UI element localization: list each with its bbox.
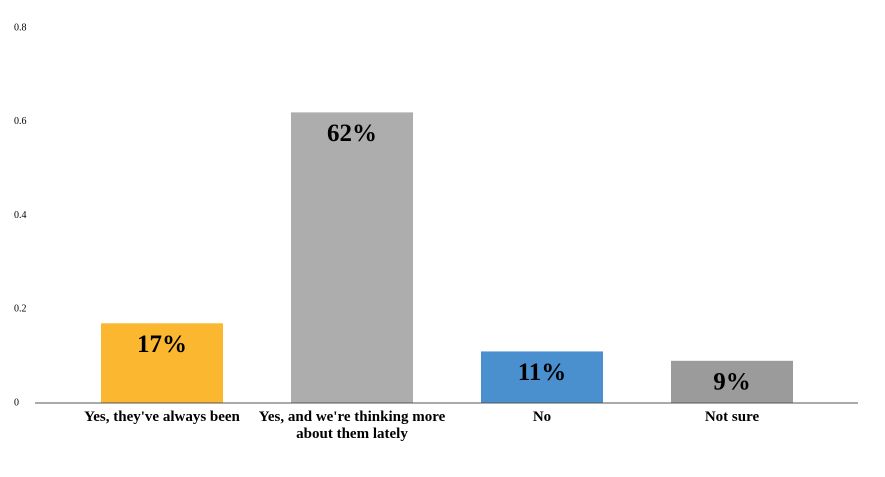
y-tick-label: 0.4 (14, 210, 27, 221)
value-label: 17% (137, 331, 187, 358)
x-tick-label: Yes, they've always been (84, 409, 240, 425)
y-tick-label: 0.8 (14, 22, 27, 33)
x-tick-label: Yes, and we're thinking more about them … (258, 409, 446, 442)
y-tick-label: 0 (14, 397, 19, 408)
bar (481, 351, 603, 403)
bar (291, 112, 413, 403)
y-tick-label: 0.6 (14, 116, 27, 127)
value-label: 11% (518, 359, 567, 386)
y-tick-label: 0.2 (14, 304, 27, 315)
x-tick-label: Not sure (704, 409, 760, 425)
x-tick-label: No (532, 409, 552, 425)
bar (101, 323, 223, 403)
bar (671, 360, 793, 403)
value-label: 62% (327, 120, 377, 147)
value-label: 9% (713, 369, 751, 396)
